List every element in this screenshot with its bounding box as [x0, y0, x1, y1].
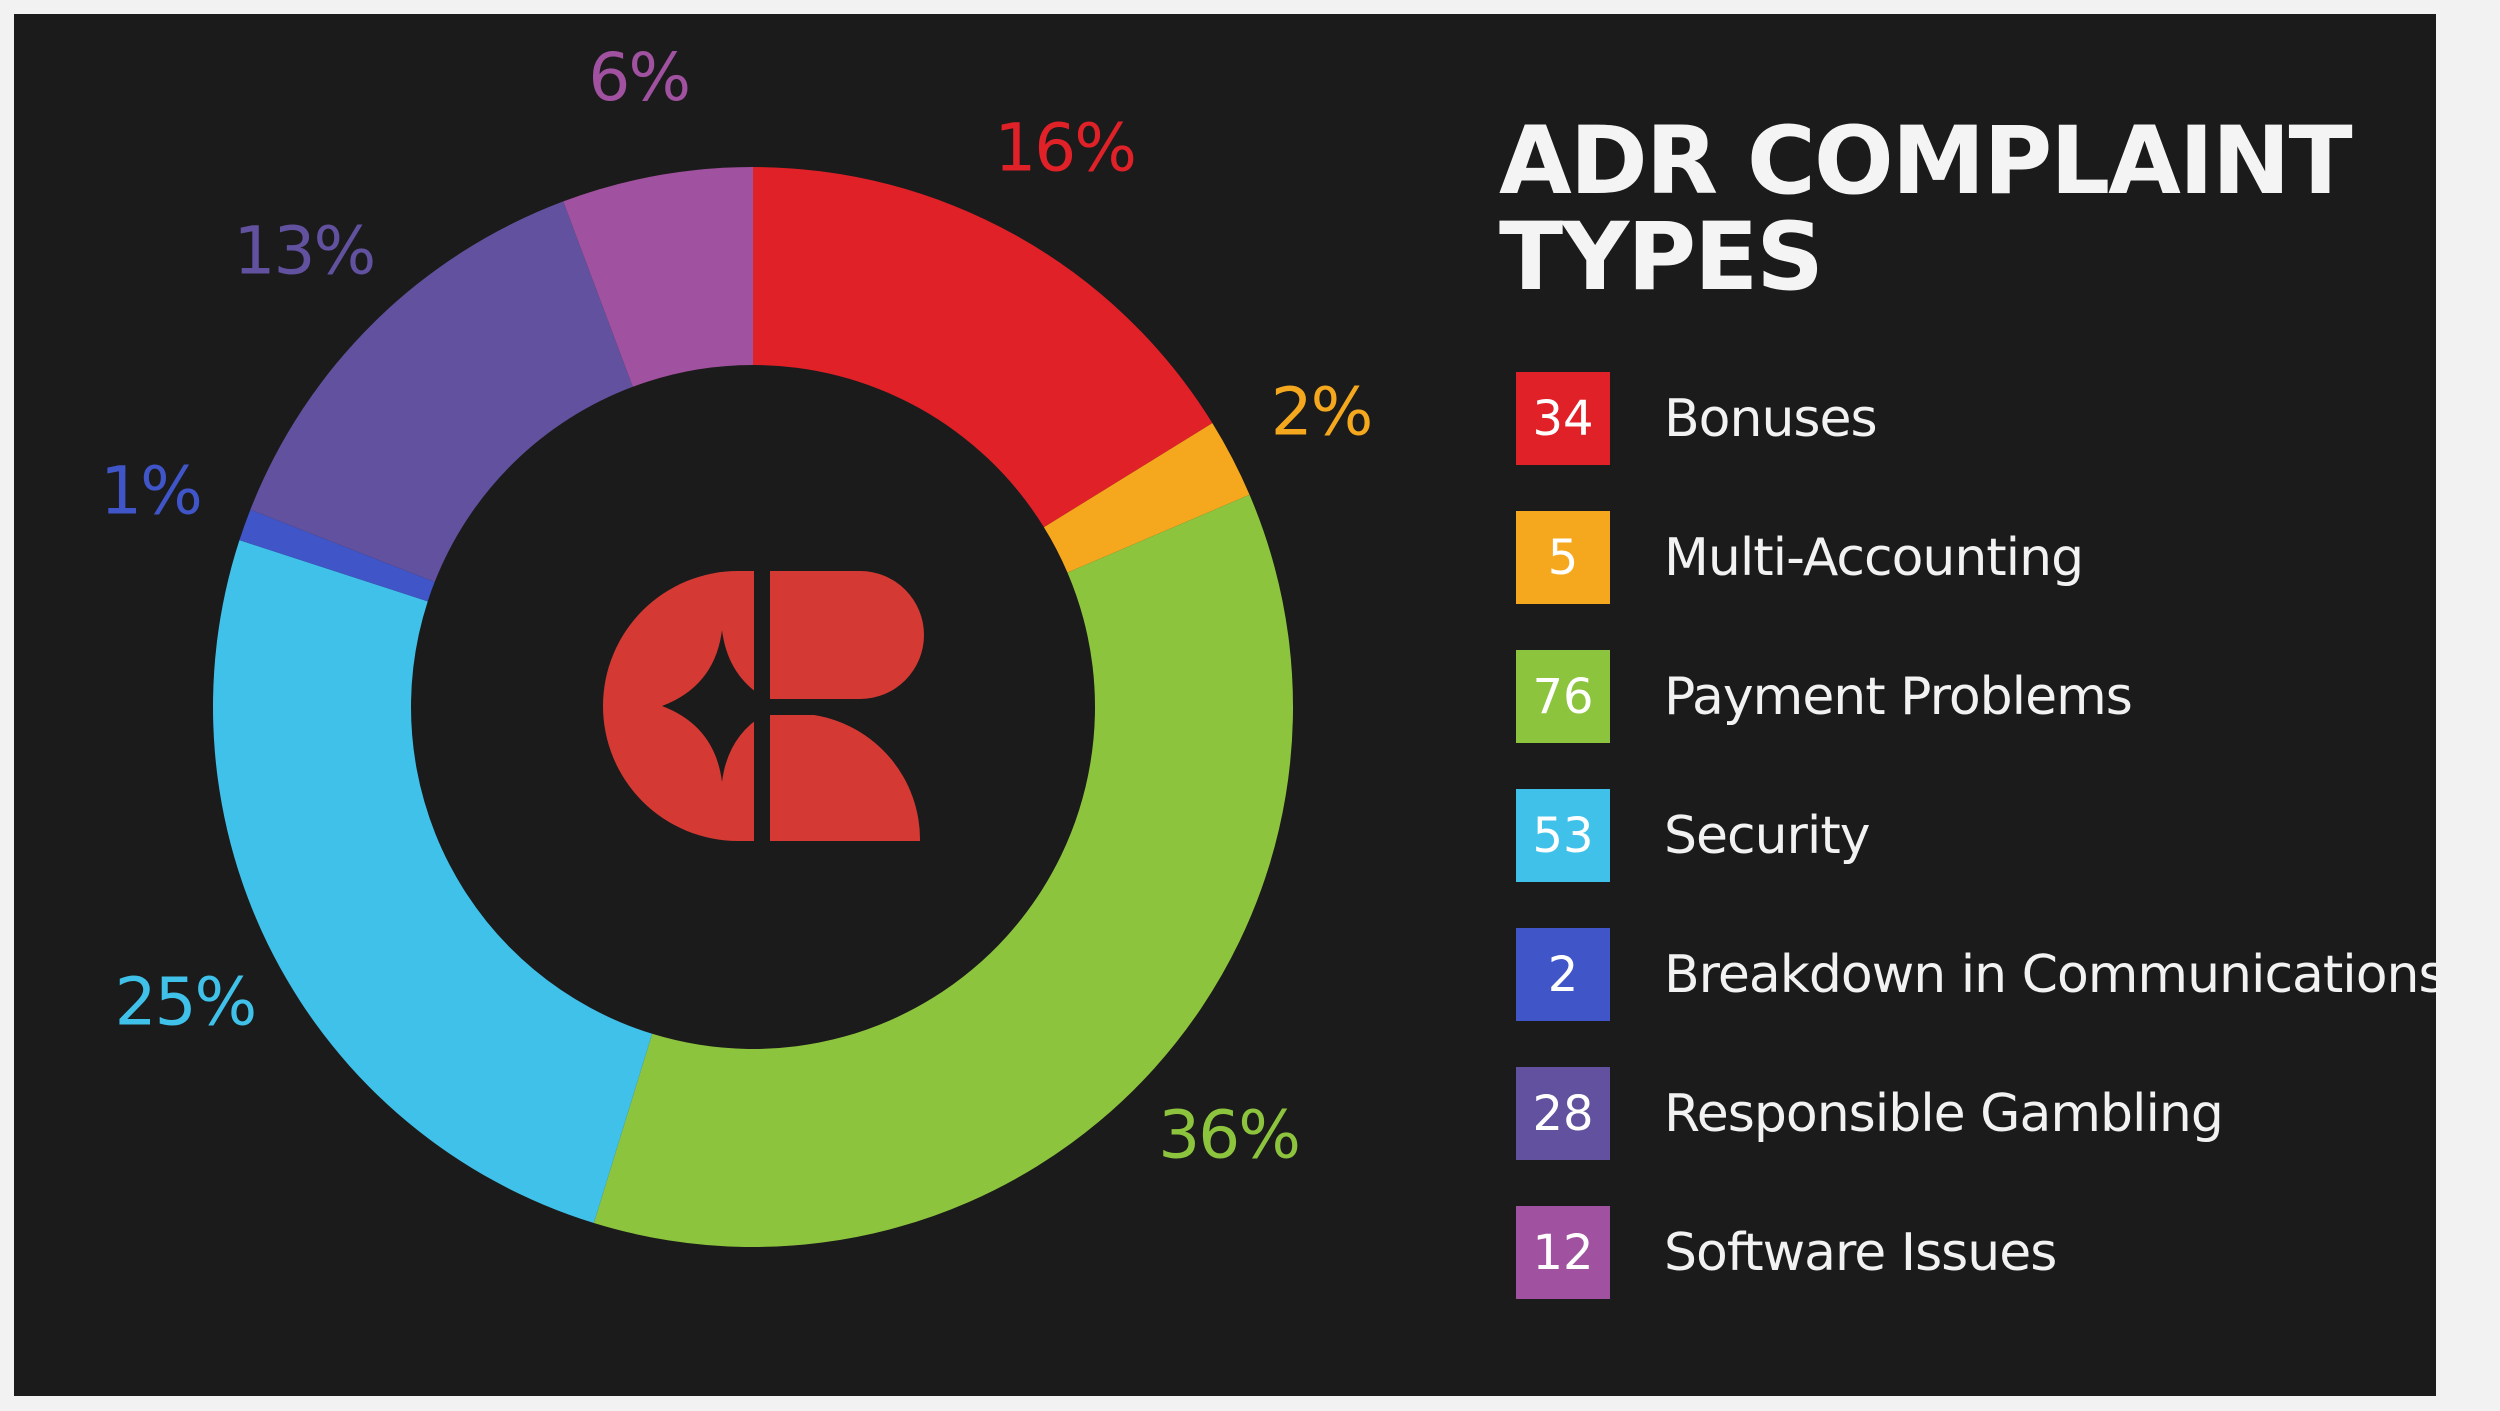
legend-value: 28	[1516, 1067, 1610, 1160]
legend-label: Payment Problems	[1664, 666, 2133, 727]
legend-item: 28 Responsible Gambling	[1516, 1067, 2445, 1160]
donut-slice-breakdown-in-communications	[239, 509, 435, 602]
legend-value: 5	[1516, 511, 1610, 604]
percent-label: 2%	[1271, 374, 1372, 451]
legend-item: 53 Security	[1516, 789, 2445, 882]
legend-value: 53	[1516, 789, 1610, 882]
legend-item: 2 Breakdown in Communications	[1516, 928, 2446, 1021]
donut-slice-multi-accounting	[1043, 423, 1250, 573]
percent-label: 1%	[100, 453, 201, 530]
legend-label: Bonuses	[1664, 388, 1878, 449]
legend-item: 76 Payment Problems	[1516, 650, 2445, 743]
legend-value: 2	[1516, 928, 1610, 1021]
legend-label: Responsible Gambling	[1664, 1083, 2224, 1144]
chart-legend: 34 Bonuses 5 Multi-Accounting 76 Payment Prob…	[1516, 372, 2446, 1345]
donut-slice-security	[212, 540, 653, 1224]
legend-label: Security	[1664, 805, 1871, 866]
legend-value: 34	[1516, 372, 1610, 465]
legend-label: Breakdown in Communications	[1664, 944, 2446, 1005]
donut-chart: 16% 2% 36% 25% 1% 13% 6%	[100, 39, 1373, 1247]
donut-slice-payment-problems	[593, 494, 1293, 1247]
legend-label: Multi-Accounting	[1664, 527, 2084, 588]
donut-slice-bonuses	[753, 167, 1213, 528]
casino-guru-logo-icon	[603, 571, 924, 841]
legend-value: 12	[1516, 1206, 1610, 1299]
legend-item: 12 Software Issues	[1516, 1206, 2445, 1299]
chart-panel: 16% 2% 36% 25% 1% 13% 6% ADR COMPLAINT TYPES 3…	[14, 14, 2446, 1396]
donut-slice-software-issues	[563, 167, 753, 387]
legend-value: 76	[1516, 650, 1610, 743]
legend-label: Software Issues	[1664, 1222, 2057, 1283]
legend-item: 34 Bonuses	[1516, 372, 2445, 465]
chart-title: ADR COMPLAINT TYPES	[1499, 107, 2353, 312]
donut-slice-responsible-gambling	[250, 201, 633, 583]
legend-item: 5 Multi-Accounting	[1516, 511, 2445, 604]
percent-label: 25%	[115, 963, 256, 1040]
percent-label: 6%	[588, 39, 689, 116]
percent-label: 16%	[994, 110, 1135, 187]
percent-label: 36%	[1158, 1097, 1299, 1174]
percent-label: 13%	[233, 213, 374, 290]
